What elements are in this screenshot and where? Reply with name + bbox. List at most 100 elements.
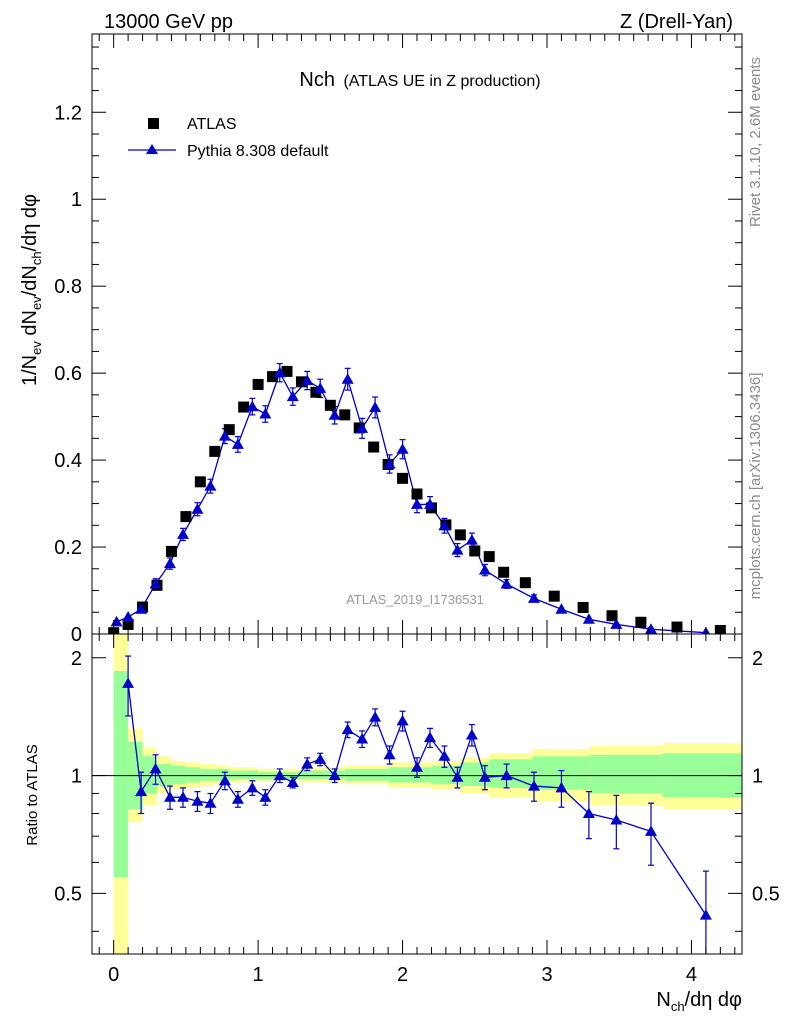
ratio-point bbox=[301, 758, 314, 769]
pythia-point bbox=[218, 430, 231, 441]
ratio-band-inner bbox=[142, 756, 157, 794]
pythia-point bbox=[396, 443, 409, 454]
ratio-band-inner bbox=[229, 770, 244, 779]
pythia-point bbox=[411, 498, 423, 509]
plot-title-sub: (ATLAS UE in Z production) bbox=[343, 73, 540, 90]
ratio-point bbox=[478, 771, 491, 782]
ratio-band-inner bbox=[301, 770, 345, 779]
rivet-label: Rivet 3.1.10, 2.6M events bbox=[747, 57, 764, 227]
ratio-point bbox=[164, 791, 176, 802]
pythia-point bbox=[149, 578, 162, 589]
ratio-point bbox=[424, 731, 436, 743]
pythia-point bbox=[259, 408, 272, 419]
atlas-data-point bbox=[180, 511, 192, 523]
header-left: 13000 GeV pp bbox=[104, 11, 233, 33]
atlas-data-point bbox=[223, 424, 235, 436]
atlas-data-point bbox=[339, 409, 351, 421]
ratio-point bbox=[341, 723, 354, 735]
legend-marker-pythia bbox=[146, 144, 158, 154]
ratio-band-inner bbox=[171, 765, 186, 785]
ratio-point bbox=[356, 733, 369, 744]
ratio-point bbox=[286, 776, 299, 788]
y-tick-label: 1 bbox=[71, 189, 82, 211]
ratio-point bbox=[396, 714, 409, 726]
atlas-data-point bbox=[281, 365, 293, 377]
header-right: Z (Drell-Yan) bbox=[620, 11, 733, 33]
ratio-axis-title: Ratio to ATLAS bbox=[24, 744, 41, 845]
ratio-band-inner bbox=[388, 767, 432, 783]
atlas-data-point bbox=[577, 601, 589, 613]
atlas-data-point bbox=[122, 618, 134, 630]
atlas-data-point bbox=[411, 488, 423, 500]
ratio-point bbox=[314, 753, 327, 764]
ratio-tick-label-left: 2 bbox=[71, 648, 82, 670]
atlas-data-point bbox=[209, 445, 221, 457]
atlas-data-point bbox=[252, 378, 264, 390]
ratio-point bbox=[438, 750, 451, 761]
ratio-band-inner bbox=[344, 768, 389, 781]
ratio-band-inner bbox=[113, 671, 129, 878]
pythia-point bbox=[314, 382, 327, 393]
pythia-point bbox=[356, 422, 369, 433]
pythia-point bbox=[528, 592, 540, 603]
ratio-point bbox=[369, 711, 382, 722]
atlas-data-point bbox=[295, 376, 307, 388]
analysis-watermark: ATLAS_2019_I1736531 bbox=[346, 592, 484, 607]
pythia-point bbox=[273, 366, 286, 378]
ratio-point bbox=[528, 780, 540, 791]
ratio-point bbox=[411, 761, 423, 772]
ratio-point bbox=[135, 785, 148, 797]
ratio-band-inner bbox=[200, 768, 215, 781]
ratio-point bbox=[218, 774, 231, 786]
ratio-series-points bbox=[122, 677, 712, 920]
atlas-data-point bbox=[324, 399, 336, 411]
atlas-data-point bbox=[165, 545, 177, 557]
pythia-point bbox=[465, 534, 478, 545]
ratio-point bbox=[246, 781, 259, 793]
legend: ATLAS Pythia 8.308 default bbox=[128, 116, 329, 160]
pythia-point bbox=[451, 544, 464, 555]
axis-tick-labels: 0 1 2 3 4 0 0.2 0.4 0.6 0.8 1 1.2 0.5 0.5 1 1 2 2 bbox=[54, 102, 780, 986]
y-tick-label: 0.6 bbox=[54, 363, 82, 385]
x-axis-title: Nch/dη dφ bbox=[656, 989, 742, 1014]
pythia-point bbox=[610, 618, 623, 629]
ratio-point bbox=[273, 769, 286, 781]
atlas-data-point bbox=[606, 610, 618, 622]
x-tick-label: 2 bbox=[397, 964, 408, 986]
atlas-data-point bbox=[483, 551, 495, 563]
ratio-series-errors bbox=[125, 655, 709, 954]
atlas-data-point bbox=[368, 441, 380, 453]
pythia-point bbox=[328, 409, 341, 420]
pythia-point bbox=[231, 438, 244, 449]
pythia-point bbox=[383, 458, 396, 469]
ratio-point bbox=[500, 769, 513, 781]
y-axis-title-text: 1/Nev dNev/dNch/dη dφ bbox=[19, 194, 44, 386]
ratio-point bbox=[259, 791, 272, 802]
ratio-point bbox=[645, 825, 657, 836]
legend-label-atlas: ATLAS bbox=[187, 116, 237, 133]
ratio-line bbox=[127, 683, 707, 916]
ratio-point bbox=[582, 807, 595, 818]
atlas-data-point bbox=[397, 472, 409, 484]
ratio-point bbox=[149, 762, 162, 774]
ratio-tick-label-left: 0.5 bbox=[54, 883, 82, 905]
ratio-band-inner bbox=[214, 768, 230, 781]
x-tick-label: 1 bbox=[253, 964, 264, 986]
pythia-point bbox=[478, 564, 491, 575]
ratio-point bbox=[191, 795, 204, 806]
ratio-point bbox=[231, 793, 244, 804]
x-tick-label: 4 bbox=[686, 964, 697, 986]
atlas-data-point bbox=[238, 401, 250, 413]
plot-title-main: Nch bbox=[299, 69, 335, 91]
ratio-point bbox=[383, 748, 396, 760]
mc-series-points bbox=[110, 366, 711, 634]
pythia-point bbox=[246, 400, 259, 412]
ratio-point bbox=[610, 813, 623, 825]
pythia-point bbox=[191, 503, 204, 514]
y-tick-label: 0 bbox=[71, 624, 82, 646]
pythia-point bbox=[301, 374, 314, 386]
x-tick-label: 0 bbox=[108, 964, 119, 986]
atlas-data-point bbox=[454, 529, 466, 541]
main-plot bbox=[108, 362, 726, 634]
ratio-point bbox=[328, 769, 341, 781]
